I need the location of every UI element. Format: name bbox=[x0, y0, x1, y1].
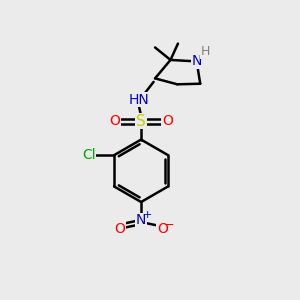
Text: O: O bbox=[157, 222, 168, 236]
Text: O: O bbox=[162, 114, 173, 128]
Text: H: H bbox=[200, 45, 210, 58]
Text: +: + bbox=[142, 210, 152, 220]
Text: O: O bbox=[110, 114, 120, 128]
Text: S: S bbox=[136, 114, 146, 129]
Text: N: N bbox=[191, 54, 202, 68]
Text: HN: HN bbox=[128, 93, 149, 107]
Text: N: N bbox=[136, 213, 146, 227]
Text: −: − bbox=[164, 219, 174, 232]
Text: Cl: Cl bbox=[82, 148, 96, 162]
Text: O: O bbox=[114, 222, 125, 236]
